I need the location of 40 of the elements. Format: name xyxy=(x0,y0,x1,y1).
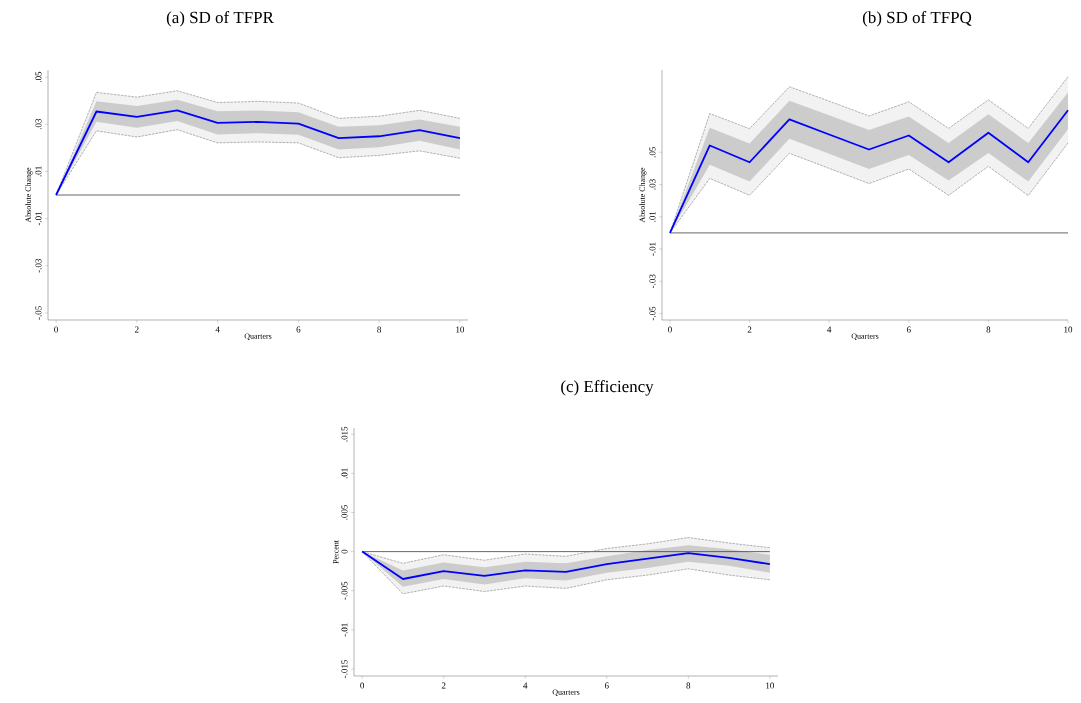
chart-title: (b) SD of TFPQ xyxy=(862,11,972,27)
x-tick-label: 6 xyxy=(604,682,609,689)
y-tick-label: .01 xyxy=(35,166,42,177)
x-tick-label: 2 xyxy=(441,682,446,689)
y-tick-label: -.005 xyxy=(341,581,348,600)
chart-title: (a) SD of TFPR xyxy=(166,11,274,27)
y-tick-label: -.05 xyxy=(35,306,42,320)
y-tick-label: -.01 xyxy=(341,623,348,637)
y-tick-label: -.015 xyxy=(341,659,348,678)
y-tick-label: -.01 xyxy=(35,212,42,226)
x-tick-label: 2 xyxy=(135,326,139,333)
y-tick-label: .03 xyxy=(35,118,42,130)
x-tick-label: 0 xyxy=(360,682,365,689)
x-tick-label: 2 xyxy=(747,326,752,333)
x-tick-label: 8 xyxy=(686,682,691,689)
x-tick-label: 4 xyxy=(215,326,220,333)
x-tick-label: 10 xyxy=(456,326,465,333)
y-tick-label: .05 xyxy=(649,147,656,158)
x-tick-label: 4 xyxy=(827,326,832,333)
y-tick-label: .01 xyxy=(649,211,656,222)
x-tick-label: 6 xyxy=(906,326,911,333)
x-tick-label: 4 xyxy=(523,682,528,689)
chart-title: (c) Efficiency xyxy=(561,380,654,396)
x-tick-label: 10 xyxy=(766,682,774,689)
y-tick-label: -.01 xyxy=(649,242,656,256)
x-tick-label: 8 xyxy=(377,326,382,333)
y-tick-label: -.03 xyxy=(649,274,656,289)
y-tick-label: .01 xyxy=(341,468,348,479)
x-tick-label: 6 xyxy=(296,326,301,333)
x-tick-label: 8 xyxy=(986,326,991,333)
y-tick-label: .015 xyxy=(341,426,348,442)
x-tick-label: 10 xyxy=(1064,326,1073,333)
y-tick-label: -.03 xyxy=(35,259,42,273)
y-tick-label: -.05 xyxy=(649,306,656,321)
x-tick-label: 0 xyxy=(54,326,58,333)
x-tick-label: 0 xyxy=(668,326,672,333)
y-tick-label: .03 xyxy=(649,179,656,190)
y-tick-label: .05 xyxy=(35,71,42,83)
y-tick-label: 0 xyxy=(341,549,348,554)
y-tick-label: .005 xyxy=(341,505,348,520)
